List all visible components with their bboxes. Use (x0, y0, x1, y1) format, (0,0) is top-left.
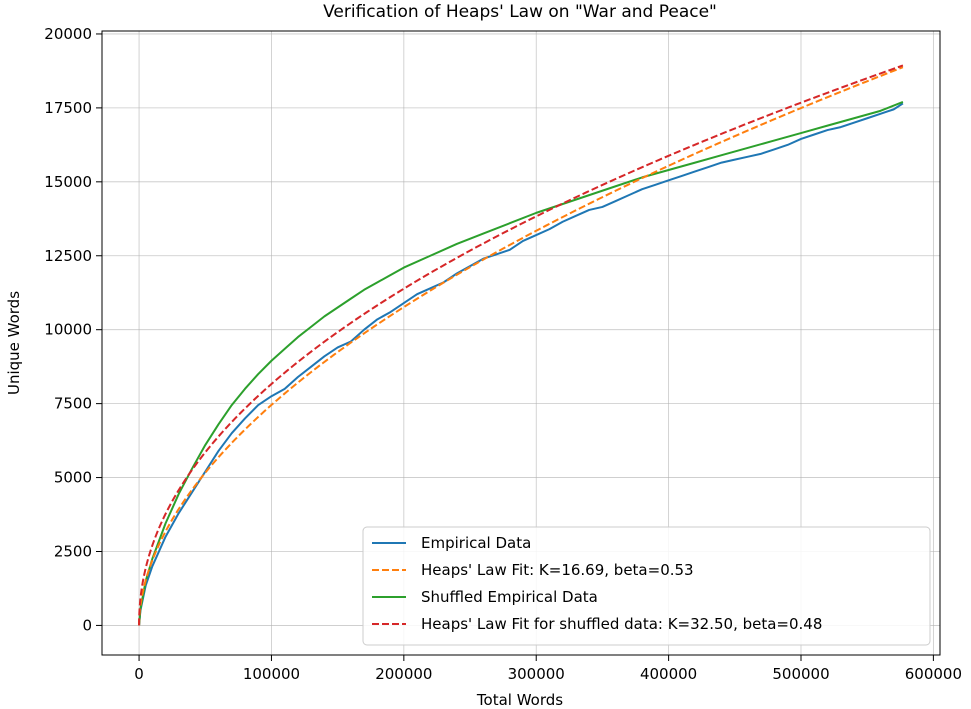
legend-item-shuffled: Shuffled Empirical Data (372, 588, 598, 606)
legend: Empirical Data Heaps' Law Fit: K=16.69, b… (362, 526, 931, 646)
y-tick-label: 2500 (54, 542, 92, 560)
series-line-empirical (138, 102, 904, 626)
legend-item-empirical: Empirical Data (372, 534, 531, 552)
legend-box (362, 526, 931, 646)
x-tick-label: 300000 (508, 665, 565, 683)
x-tick-label: 400000 (640, 665, 697, 683)
chart-title: Verification of Heaps' Law on "War and P… (323, 2, 717, 22)
plot-area-frame (101, 30, 941, 656)
legend-item-heaps-fit: Heaps' Law Fit: K=16.69, beta=0.53 (372, 561, 694, 579)
y-tick-label: 15000 (44, 173, 92, 191)
legend-label: Empirical Data (421, 534, 531, 552)
y-tick-label: 5000 (54, 469, 92, 487)
series-line-heaps-fit-shuffled (138, 64, 904, 626)
x-tick-label: 500000 (772, 665, 829, 683)
legend-label: Shuffled Empirical Data (421, 588, 598, 606)
y-tick-label: 17500 (44, 99, 92, 117)
grid-lines (102, 31, 940, 655)
x-tick-label: 600000 (905, 665, 962, 683)
series-line-shuffled (138, 101, 904, 626)
y-axis-label: Unique Words (5, 291, 23, 395)
y-tick-label: 12500 (44, 247, 92, 265)
axis-ticks: 0 100000 200000 300000 400000 500000 600000 0 25… (44, 25, 962, 683)
x-tick-label: 100000 (243, 665, 300, 683)
y-tick-label: 20000 (44, 25, 92, 43)
y-tick-label: 10000 (44, 321, 92, 339)
y-tick-label: 0 (82, 616, 92, 634)
series-line-heaps-fit (138, 66, 904, 626)
x-axis-label: Total Words (476, 691, 563, 709)
x-tick-label: 200000 (375, 665, 432, 683)
y-tick-label: 7500 (54, 395, 92, 413)
series-lines (138, 64, 904, 626)
legend-label: Heaps' Law Fit: K=16.69, beta=0.53 (421, 561, 694, 579)
legend-item-heaps-fit-shuffled: Heaps' Law Fit for shuffled data: K=32.5… (372, 615, 822, 633)
legend-label: Heaps' Law Fit for shuffled data: K=32.5… (421, 615, 822, 633)
x-tick-label: 0 (134, 665, 144, 683)
